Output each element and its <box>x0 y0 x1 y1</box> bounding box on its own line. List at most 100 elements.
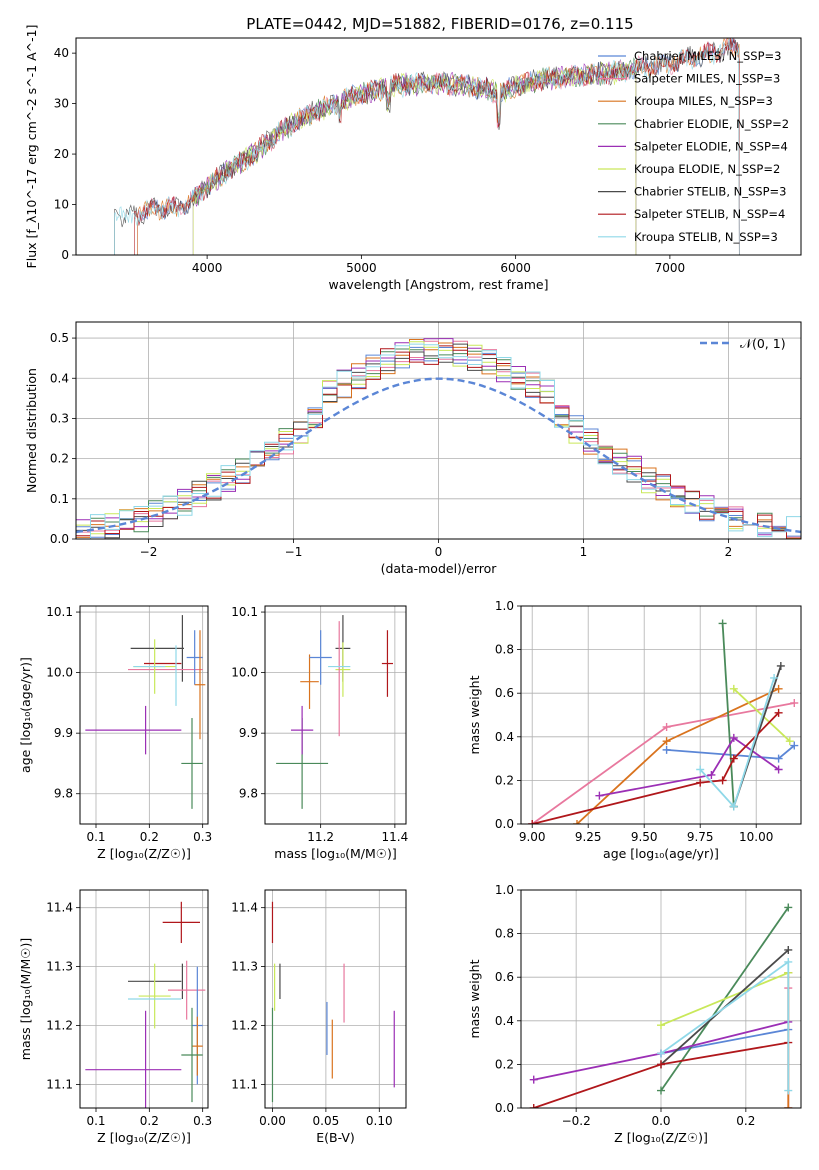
axes-frame <box>79 605 209 825</box>
ticks: 4000 5000 6000 7000 0 10 20 30 40 <box>54 46 685 275</box>
weight-series-4 <box>599 736 780 797</box>
weight-marker <box>595 791 604 800</box>
plot-area <box>529 903 793 1108</box>
x-tick-label: 0.10 <box>366 1114 393 1128</box>
plot-area <box>76 338 801 539</box>
axes-frame <box>75 321 802 540</box>
x-axis-label: (data-model)/error <box>381 561 498 576</box>
plot-area <box>85 615 206 809</box>
legend-entry: Chabrier ELODIE, N_SSP=2 <box>634 117 789 131</box>
legend-entry: Chabrier STELIB, N_SSP=3 <box>634 185 786 199</box>
weight-marker <box>657 1049 665 1058</box>
y-tick-label: 0.0 <box>495 817 514 831</box>
y-tick-label: 9.8 <box>239 787 258 801</box>
weight-marker <box>662 745 671 754</box>
legend: 𝒩(0, 1) <box>700 336 786 351</box>
legend-entry: Salpeter MILES, N_SSP=3 <box>634 72 780 86</box>
ticks: 11.2 11.4 9.8 9.9 10.0 10.1 <box>231 605 408 844</box>
chart-mass_weight_vs_Z: −0.2 0.0 0.2 0.0 0.2 0.4 0.6 0.8 1.0 Z [log₁₀(Z/Z… <box>467 883 802 1145</box>
axes-frame <box>264 889 407 1109</box>
error-bars <box>85 615 206 809</box>
x-tick-label: 0.2 <box>736 1114 755 1128</box>
x-tick-label: 0.05 <box>313 1114 340 1128</box>
ticks: 0.1 0.2 0.3 9.8 9.9 10.0 10.1 <box>46 605 212 844</box>
x-axis-label: wavelength [Angstrom, rest frame] <box>328 277 548 292</box>
weight-marker <box>707 770 716 779</box>
weight-marker <box>718 776 727 785</box>
y-axis-label: mass weight <box>467 675 482 754</box>
weight-marker <box>696 778 705 787</box>
y-tick-label: 10.1 <box>46 605 73 619</box>
y-tick-label: 11.4 <box>231 901 258 915</box>
legend-entry: Chabrier MILES, N_SSP=3 <box>634 49 781 63</box>
y-tick-label: 11.1 <box>231 1077 258 1091</box>
y-tick-label: 20 <box>54 147 69 161</box>
legend-entry: Kroupa MILES, N_SSP=3 <box>634 94 773 108</box>
weight-marker <box>528 820 537 824</box>
ticks: 0.00 0.05 0.10 11.1 11.2 11.3 11.4 <box>231 901 392 1128</box>
x-tick-label: 9.75 <box>687 830 714 844</box>
plot-area <box>114 38 740 255</box>
x-tick-label: 11.2 <box>307 830 334 844</box>
legend-entry: Salpeter STELIB, N_SSP=4 <box>634 207 785 221</box>
x-axis-label: age [log₁₀(age/yr)] <box>603 846 719 861</box>
weight-marker <box>770 673 779 682</box>
chart-spectrum: 4000 5000 6000 7000 0 10 20 30 40 wavelength [Ang… <box>24 25 802 292</box>
x-tick-label: 9.25 <box>575 830 602 844</box>
error-bars <box>85 901 206 1108</box>
y-tick-label: 0.6 <box>495 686 514 700</box>
x-tick-label: 11.4 <box>382 830 409 844</box>
x-axis-label: E(B-V) <box>316 1130 355 1145</box>
chart-mass_vs_ebv: 0.00 0.05 0.10 11.1 11.2 11.3 11.4 E(B-V) <box>231 889 407 1145</box>
y-tick-label: 10.1 <box>231 605 258 619</box>
y-tick-label: 0.6 <box>495 970 514 984</box>
legend-entry: Kroupa STELIB, N_SSP=3 <box>634 230 778 244</box>
weight-marker <box>784 957 793 966</box>
weight-marker <box>774 708 783 717</box>
spectrum-series-7 <box>134 38 740 255</box>
x-tick-label: 0.2 <box>140 1114 159 1128</box>
ticks: −2 −1 0 1 2 0.0 0.1 0.2 0.3 0.4 0.5 <box>50 331 732 559</box>
x-tick-label: 0.1 <box>86 1114 105 1128</box>
y-tick-label: 0.2 <box>50 452 69 466</box>
histogram-series-8 <box>76 343 801 539</box>
x-tick-label: −1 <box>285 545 303 559</box>
y-tick-label: 0.0 <box>495 1101 514 1115</box>
x-tick-label: 0.1 <box>86 830 105 844</box>
y-tick-label: 30 <box>54 97 69 111</box>
y-axis-label: Flux [f_λ10^-17 erg cm^-2 s^-1 A^-1] <box>24 25 39 269</box>
weight-marker <box>776 661 785 670</box>
x-axis-label: Z [log₁₀(Z/Z☉)] <box>614 1130 708 1145</box>
y-tick-label: 40 <box>54 46 69 60</box>
weight-marker <box>729 802 738 811</box>
y-tick-label: 0.1 <box>50 492 69 506</box>
weight-marker <box>784 1104 793 1108</box>
y-tick-label: 1.0 <box>495 599 514 613</box>
x-tick-label: 1 <box>580 545 588 559</box>
legend: Chabrier MILES, N_SSP=3 Salpeter MILES, N… <box>598 49 789 244</box>
y-tick-label: 0.5 <box>50 331 69 345</box>
y-tick-label: 0.8 <box>495 927 514 941</box>
x-tick-label: 6000 <box>500 261 531 275</box>
weight-marker <box>718 619 727 628</box>
plot-area <box>271 901 395 1103</box>
x-tick-label: −2 <box>140 545 158 559</box>
spectrum-series-8 <box>114 38 740 255</box>
plot-area <box>528 619 799 824</box>
weight-marker <box>790 741 799 750</box>
y-tick-label: 1.0 <box>495 883 514 897</box>
y-tick-label: 11.2 <box>231 1019 258 1033</box>
x-tick-label: 0.3 <box>193 1114 212 1128</box>
weight-marker <box>784 945 793 954</box>
ticks: 9.00 9.25 9.50 9.75 10.00 0.0 0.2 0.4 0.6 0.8 1.0 <box>495 599 773 844</box>
weight-marker <box>790 699 799 708</box>
y-tick-label: 11.2 <box>46 1019 73 1033</box>
y-tick-label: 0.3 <box>50 411 69 425</box>
weight-marker <box>729 733 738 742</box>
x-tick-label: 0.3 <box>193 830 212 844</box>
weight-marker <box>729 684 738 693</box>
weight-series-3 <box>721 623 735 807</box>
chart-age_vs_Z: 0.1 0.2 0.3 9.8 9.9 10.0 10.1 Z [log₁₀(Z/Z☉)] ag… <box>18 605 212 861</box>
y-tick-label: 10.0 <box>46 666 73 680</box>
x-tick-label: 5000 <box>346 261 377 275</box>
